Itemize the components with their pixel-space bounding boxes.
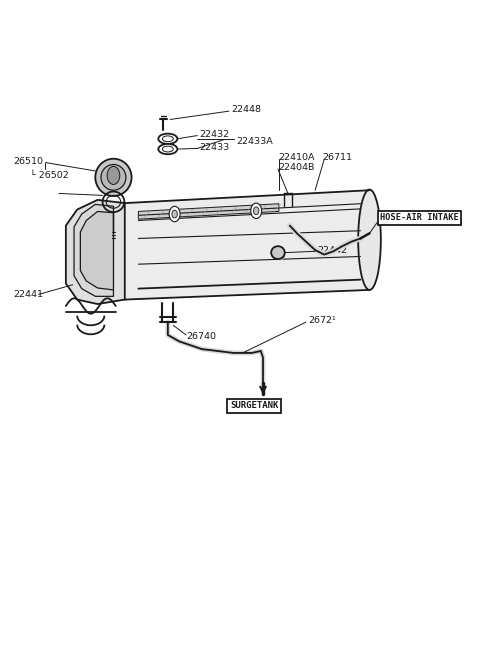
Text: 22442: 22442 [317, 246, 348, 254]
Polygon shape [80, 212, 113, 290]
Text: HOSE-AIR INTAKE: HOSE-AIR INTAKE [380, 214, 459, 222]
Polygon shape [74, 204, 113, 296]
Ellipse shape [158, 133, 177, 144]
Circle shape [107, 166, 120, 185]
Ellipse shape [101, 164, 126, 191]
Ellipse shape [162, 136, 173, 142]
Text: 26740: 26740 [186, 332, 216, 341]
Polygon shape [125, 191, 370, 300]
Ellipse shape [96, 159, 132, 196]
Text: 22448: 22448 [231, 105, 261, 114]
Text: 26711: 26711 [322, 153, 352, 162]
Text: 22410A: 22410A [278, 153, 314, 162]
Text: 26510: 26510 [14, 157, 44, 166]
Text: 22433: 22433 [200, 143, 230, 152]
Polygon shape [138, 204, 279, 219]
Ellipse shape [271, 246, 285, 259]
Circle shape [172, 210, 177, 218]
Ellipse shape [275, 252, 285, 260]
Ellipse shape [162, 146, 173, 152]
Ellipse shape [358, 190, 381, 290]
Circle shape [253, 207, 259, 215]
Text: 22432: 22432 [200, 130, 230, 139]
Text: 22404B: 22404B [278, 163, 314, 172]
Ellipse shape [158, 144, 177, 154]
Text: 2672¹: 2672¹ [308, 315, 336, 325]
Circle shape [169, 206, 180, 222]
Text: └ 26502: └ 26502 [30, 171, 68, 180]
Text: 22433A: 22433A [236, 137, 273, 146]
Circle shape [251, 203, 262, 219]
Text: SURGETANK: SURGETANK [230, 401, 278, 410]
Text: 22441: 22441 [14, 290, 44, 299]
Polygon shape [66, 200, 125, 304]
